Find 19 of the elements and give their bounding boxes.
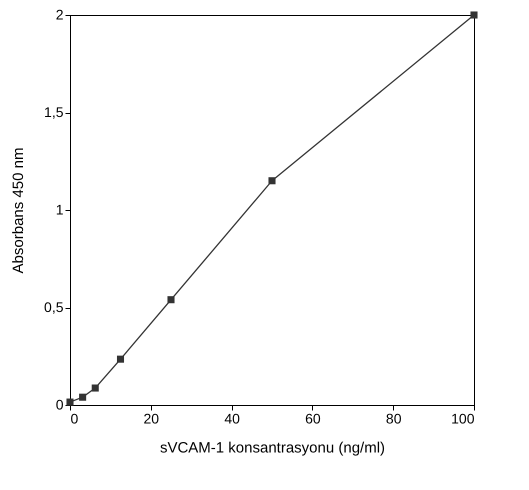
point [470, 11, 478, 19]
x-tick-label: 60 [305, 410, 321, 426]
y-tick-label: 1 [56, 202, 64, 218]
x-tick-label: 80 [386, 410, 402, 426]
y-tick-label: 2 [56, 6, 64, 22]
point [79, 394, 86, 401]
y-axis-title: Absorbans 450 nm [10, 148, 28, 274]
y-tick-label: 1,5 [44, 104, 64, 120]
y-tick-label: 0 [56, 396, 64, 412]
x-axis-title: sVCAM-1 konsantrasyonu (ng/ml) [160, 440, 386, 456]
x-tick-label: 100 [451, 410, 475, 426]
x-tick-label: 40 [224, 410, 240, 426]
point [167, 296, 175, 304]
point [92, 384, 99, 392]
point [116, 356, 124, 363]
x-tick-label: 20 [144, 410, 160, 426]
x-tick-label: 0 [70, 410, 78, 426]
point [268, 177, 276, 184]
y-tick-label: 0,5 [44, 299, 64, 315]
